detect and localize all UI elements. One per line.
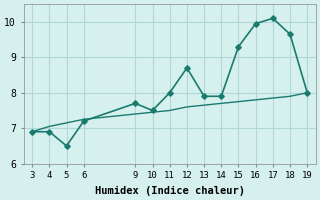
X-axis label: Humidex (Indice chaleur): Humidex (Indice chaleur) (95, 186, 245, 196)
